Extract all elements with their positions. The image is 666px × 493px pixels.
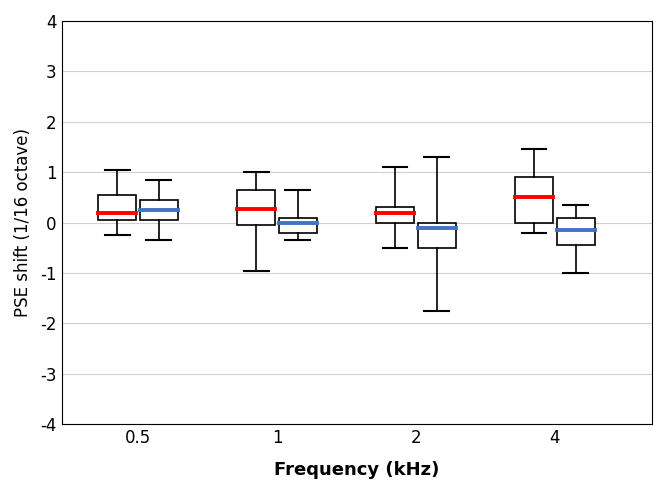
X-axis label: Frequency (kHz): Frequency (kHz) <box>274 461 440 479</box>
Bar <box>557 217 595 246</box>
Bar <box>376 208 414 223</box>
Bar <box>418 223 456 248</box>
Bar <box>237 190 275 225</box>
Bar <box>98 195 137 220</box>
Bar <box>140 200 178 220</box>
Bar <box>278 217 317 233</box>
Y-axis label: PSE shift (1/16 octave): PSE shift (1/16 octave) <box>14 128 32 317</box>
Bar <box>515 177 553 223</box>
